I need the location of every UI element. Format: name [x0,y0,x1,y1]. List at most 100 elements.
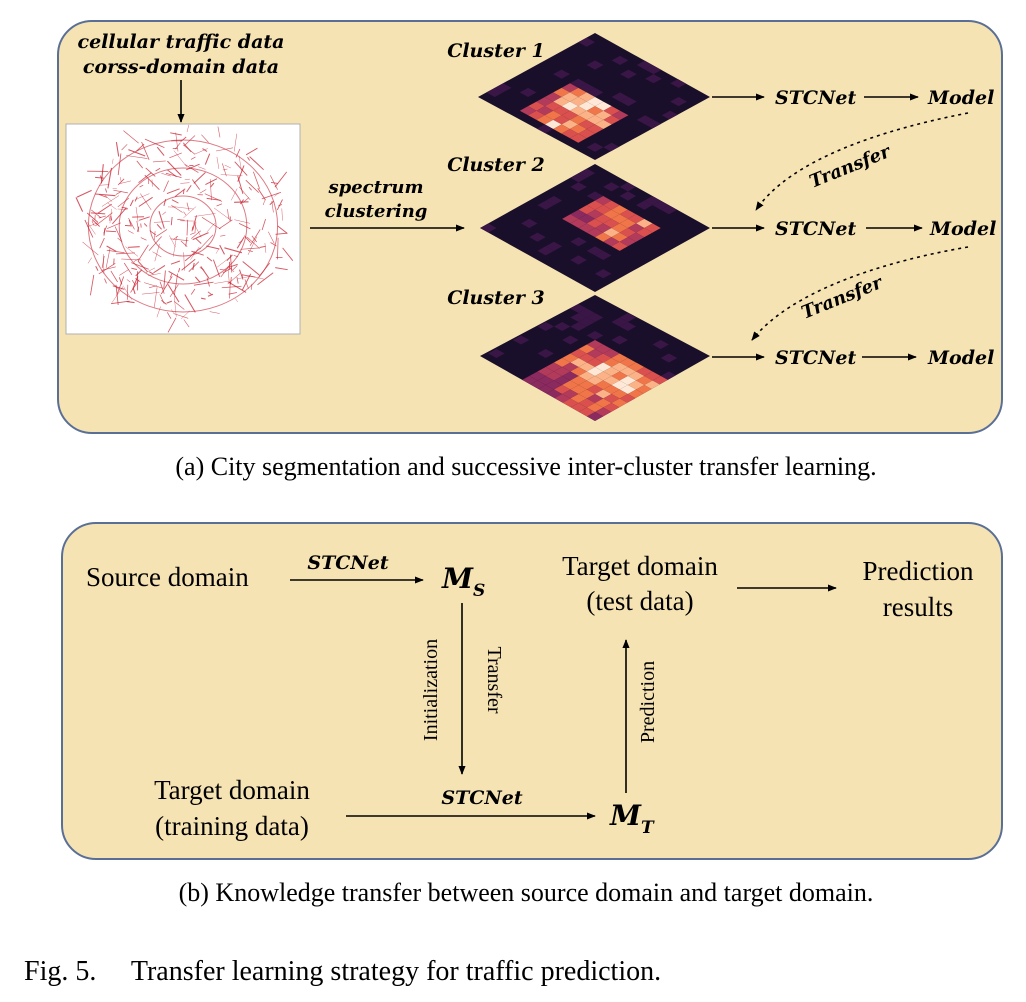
city-road [195,238,202,244]
city-road [148,273,161,276]
target-train-line2: (training data) [155,811,309,841]
heat-cell [528,101,545,111]
city-road [98,194,108,198]
city-road [161,172,171,177]
heat-cell [578,398,595,408]
city-road [110,270,118,283]
city-road [229,281,231,299]
city-road [200,297,206,300]
city-road [126,279,131,283]
heat-cell [578,317,595,327]
city-road [172,206,194,210]
heat-cell [570,403,587,412]
heat-cell [627,389,645,399]
heat-cell [611,55,629,65]
heat-cell [578,223,595,233]
city-road [230,188,238,201]
city-road [154,231,156,241]
heat-cell [636,115,654,125]
heat-cell [611,110,629,120]
heat-cell [660,353,678,363]
city-road [270,175,278,190]
heat-cell [586,412,604,421]
heat-cell [562,335,579,345]
cluster-2-stcnet: STCNet [775,218,856,240]
city-road [183,252,185,271]
heat-cell [595,353,612,363]
heat-cell [494,83,512,93]
city-road [227,273,241,285]
city-road [144,138,165,148]
heat-cell [578,129,595,139]
heat-cell [586,97,604,107]
city-road [249,229,261,246]
heat-cell [512,335,530,345]
city-road [104,278,107,284]
city-road [138,172,152,184]
heat-cell [545,389,563,399]
prediction-results-line1: Prediction [863,556,974,586]
city-road [190,288,196,295]
city-road [169,152,182,159]
city-road [103,254,105,274]
heat-cell [586,394,604,403]
city-road [216,203,223,207]
city-road [153,264,166,274]
city-road [191,230,202,239]
city-road [154,287,158,308]
city-road [126,155,148,159]
city-road [247,156,250,161]
city-road [90,209,102,219]
city-road [227,266,230,283]
city-road [99,237,105,249]
city-road [234,219,251,224]
city-road [219,244,225,255]
heat-cell [570,322,587,331]
heat-cell [570,182,587,192]
city-road [230,276,232,285]
city-road [75,197,84,212]
cluster-3-model: Model [927,347,994,369]
heat-cell [586,228,604,238]
city-road [190,232,196,235]
panel-b-background [61,522,1003,860]
city-road [163,180,169,193]
city-road [246,236,260,249]
city-road [194,221,197,233]
heat-cell [570,349,587,358]
heat-cell [561,83,579,93]
city-road [274,171,288,188]
heat-cell [529,232,546,242]
heat-cell [537,367,554,376]
city-road [235,298,238,303]
heat-cell [586,403,604,412]
city-road [277,237,279,260]
city-road [103,228,106,236]
city-road [123,262,133,276]
city-road [233,133,238,152]
city-road [107,222,121,229]
heat-cell [595,214,612,224]
heat-cell [603,385,620,394]
city-road [153,221,170,223]
city-road [145,167,156,177]
heat-cell [569,115,587,125]
heat-cell [553,97,570,107]
city-road [115,252,135,255]
heat-cell [644,371,661,381]
heat-cell [611,223,628,233]
city-road [136,160,144,169]
heat-cell [553,322,571,331]
heat-cell [627,371,645,381]
city-road [245,147,258,156]
heat-cell [562,214,579,224]
city-road [190,156,196,160]
cluster-2-model: Model [929,218,996,240]
city-road [108,215,111,222]
city-road [182,142,192,153]
heat-cell [553,124,570,134]
city-road [173,150,188,168]
heat-cell [578,308,595,318]
city-road [117,153,122,176]
